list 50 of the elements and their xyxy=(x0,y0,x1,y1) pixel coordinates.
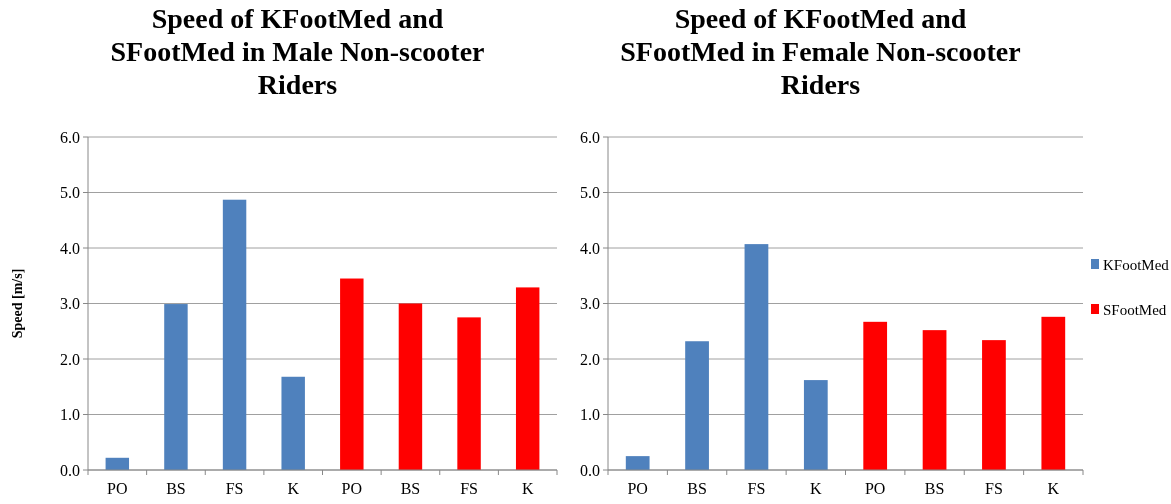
y-tick-label: 3.0 xyxy=(60,295,80,313)
x-tick-label: K xyxy=(287,480,300,497)
y-tick-label: 6.0 xyxy=(60,128,80,146)
x-tick-label: BS xyxy=(924,480,945,497)
y-tick-label: 0.0 xyxy=(580,461,600,479)
bar xyxy=(744,244,769,470)
legend-label: KFootMed xyxy=(1103,257,1170,274)
y-tick-label: 1.0 xyxy=(60,406,80,424)
y-tick-label: 0.0 xyxy=(60,461,80,479)
y-tick-label: 1.0 xyxy=(580,406,600,424)
x-tick-label: FS xyxy=(460,480,478,497)
y-tick-label: 4.0 xyxy=(580,239,600,257)
y-tick-label: 3.0 xyxy=(580,295,600,313)
x-tick-label: BS xyxy=(687,480,707,497)
chart-title: Speed of KFootMed and SFootMed in Female Non-scooter Riders xyxy=(620,3,1021,100)
y-axis-title: Speed [m/s] xyxy=(10,268,25,339)
y-tick-label: 5.0 xyxy=(580,184,600,202)
bar xyxy=(1041,316,1066,470)
bar xyxy=(982,340,1006,470)
x-tick-label: BS xyxy=(166,480,186,497)
x-tick-label: K xyxy=(810,480,823,497)
y-tick-label: 2.0 xyxy=(60,350,80,368)
bar xyxy=(281,376,305,470)
x-tick-label: PO xyxy=(107,480,128,497)
bar xyxy=(685,341,709,470)
x-tick-label: FS xyxy=(225,480,244,497)
x-tick-label: PO xyxy=(627,480,648,497)
y-tick-label: 4.0 xyxy=(60,239,80,257)
y-tick-label: 6.0 xyxy=(580,128,600,146)
x-tick-label: K xyxy=(521,480,534,497)
bar xyxy=(863,321,888,470)
y-tick-label: 5.0 xyxy=(60,184,80,202)
y-tick-label: 2.0 xyxy=(580,350,600,368)
bar xyxy=(222,199,247,470)
bar xyxy=(803,380,828,470)
chart-title: Speed of KFootMed and SFootMed in Male Non-scooter Riders xyxy=(110,3,485,100)
bar xyxy=(340,278,364,470)
bar xyxy=(625,456,650,470)
x-tick-label: PO xyxy=(864,480,886,497)
legend-label: SFootMed xyxy=(1103,302,1167,319)
bar xyxy=(922,330,947,470)
bar xyxy=(457,317,481,470)
x-tick-label: PO xyxy=(341,480,363,497)
bar xyxy=(164,304,188,470)
x-tick-label: FS xyxy=(747,480,766,497)
bar xyxy=(515,287,540,470)
bar xyxy=(398,303,423,470)
x-tick-label: K xyxy=(1047,480,1060,497)
x-tick-label: BS xyxy=(400,480,421,497)
x-tick-label: FS xyxy=(985,480,1003,497)
